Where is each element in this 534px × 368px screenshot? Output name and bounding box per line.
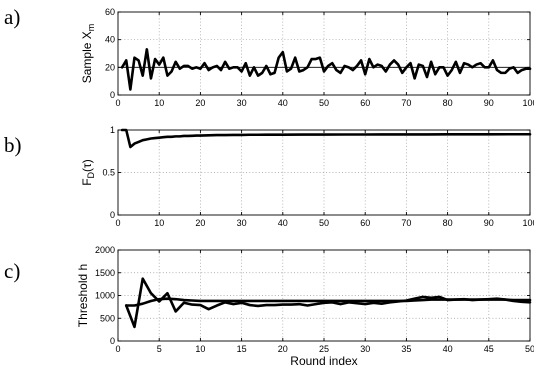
y-tick-label: 2000	[95, 245, 115, 255]
x-tick-label: 20	[195, 218, 205, 228]
panel-a-ylabel: Sample Xm	[80, 24, 96, 84]
panel-b: b) 0 10 20 30 40 50 60 70 80 90 100 0 0.5 1 FD(τ)	[4, 125, 534, 228]
panel-b-grid	[118, 130, 530, 215]
x-tick-label: 60	[360, 218, 370, 228]
panel-a-grid	[118, 12, 530, 95]
y-tick-label: 20	[105, 62, 115, 72]
x-tick-label: 80	[443, 98, 453, 108]
x-tick-label: 40	[278, 218, 288, 228]
series-line-1	[124, 277, 532, 329]
panel-c-grid	[118, 250, 530, 341]
x-tick-label: 10	[195, 344, 205, 354]
y-tick-label: 1500	[95, 268, 115, 278]
panel-a-letter: a)	[4, 5, 20, 29]
x-tick-label: 90	[484, 218, 494, 228]
x-tick-label: 15	[237, 344, 247, 354]
y-tick-label: 500	[100, 313, 115, 323]
x-tick-label: 0	[115, 218, 120, 228]
series-line-1	[120, 128, 532, 149]
x-tick-label: 30	[360, 344, 370, 354]
x-tick-label: 40	[443, 344, 453, 354]
panel-b-axes: 0 10 20 30 40 50 60 70 80 90 100 0 0.5 1	[102, 125, 534, 228]
x-tick-label: 30	[237, 218, 247, 228]
x-tick-label: 20	[195, 98, 205, 108]
x-tick-label: 40	[278, 98, 288, 108]
panel-c: c) 0 5 10 15 20 25 30 35 40 45 500500100015002000 …	[4, 245, 534, 368]
panel-b-series	[120, 128, 532, 149]
panel-b-ylabel: FD(τ)	[80, 159, 96, 186]
y-tick-label: 1	[110, 125, 115, 135]
x-tick-label: 100	[522, 98, 534, 108]
series-line-1	[120, 48, 532, 91]
panel-c-xlabel: Round index	[290, 354, 357, 368]
panel-c-ylabel: Threshold h	[76, 264, 90, 327]
x-tick-label: 80	[443, 218, 453, 228]
y-tick-label: 0	[110, 336, 115, 346]
x-tick-label: 30	[237, 98, 247, 108]
y-tick-label: 40	[105, 35, 115, 45]
x-tick-label: 20	[278, 344, 288, 354]
y-tick-label: 0	[110, 210, 115, 220]
x-tick-label: 50	[319, 98, 329, 108]
x-tick-label: 10	[154, 98, 164, 108]
x-tick-label: 90	[484, 98, 494, 108]
x-tick-label: 25	[319, 344, 329, 354]
panel-a-series	[118, 48, 532, 91]
x-tick-label: 10	[154, 218, 164, 228]
y-tick-label: 60	[105, 7, 115, 17]
x-tick-label: 100	[522, 218, 534, 228]
panel-c-letter: c)	[4, 259, 20, 283]
panel-a-axes: 0 10 20 30 40 50 60 70 80 90 100 0 20 40 60	[105, 7, 534, 108]
x-tick-label: 60	[360, 98, 370, 108]
panel-a: a) 0 10 20 30 40 50 60 70 80 90 100 0 20 40 60 Sample …	[4, 5, 534, 108]
x-tick-label: 0	[115, 98, 120, 108]
panel-b-letter: b)	[4, 133, 22, 157]
series-line-2	[124, 297, 532, 307]
x-tick-label: 45	[484, 344, 494, 354]
x-tick-label: 5	[157, 344, 162, 354]
y-tick-label: 0	[110, 90, 115, 100]
panel-c-series	[124, 277, 532, 329]
x-tick-label: 50	[319, 218, 329, 228]
x-tick-label: 70	[401, 218, 411, 228]
y-tick-label: 1000	[95, 291, 115, 301]
x-tick-label: 70	[401, 98, 411, 108]
x-tick-label: 0	[115, 344, 120, 354]
x-tick-label: 50	[525, 344, 534, 354]
y-tick-label: 0.5	[102, 168, 115, 178]
x-tick-label: 35	[401, 344, 411, 354]
